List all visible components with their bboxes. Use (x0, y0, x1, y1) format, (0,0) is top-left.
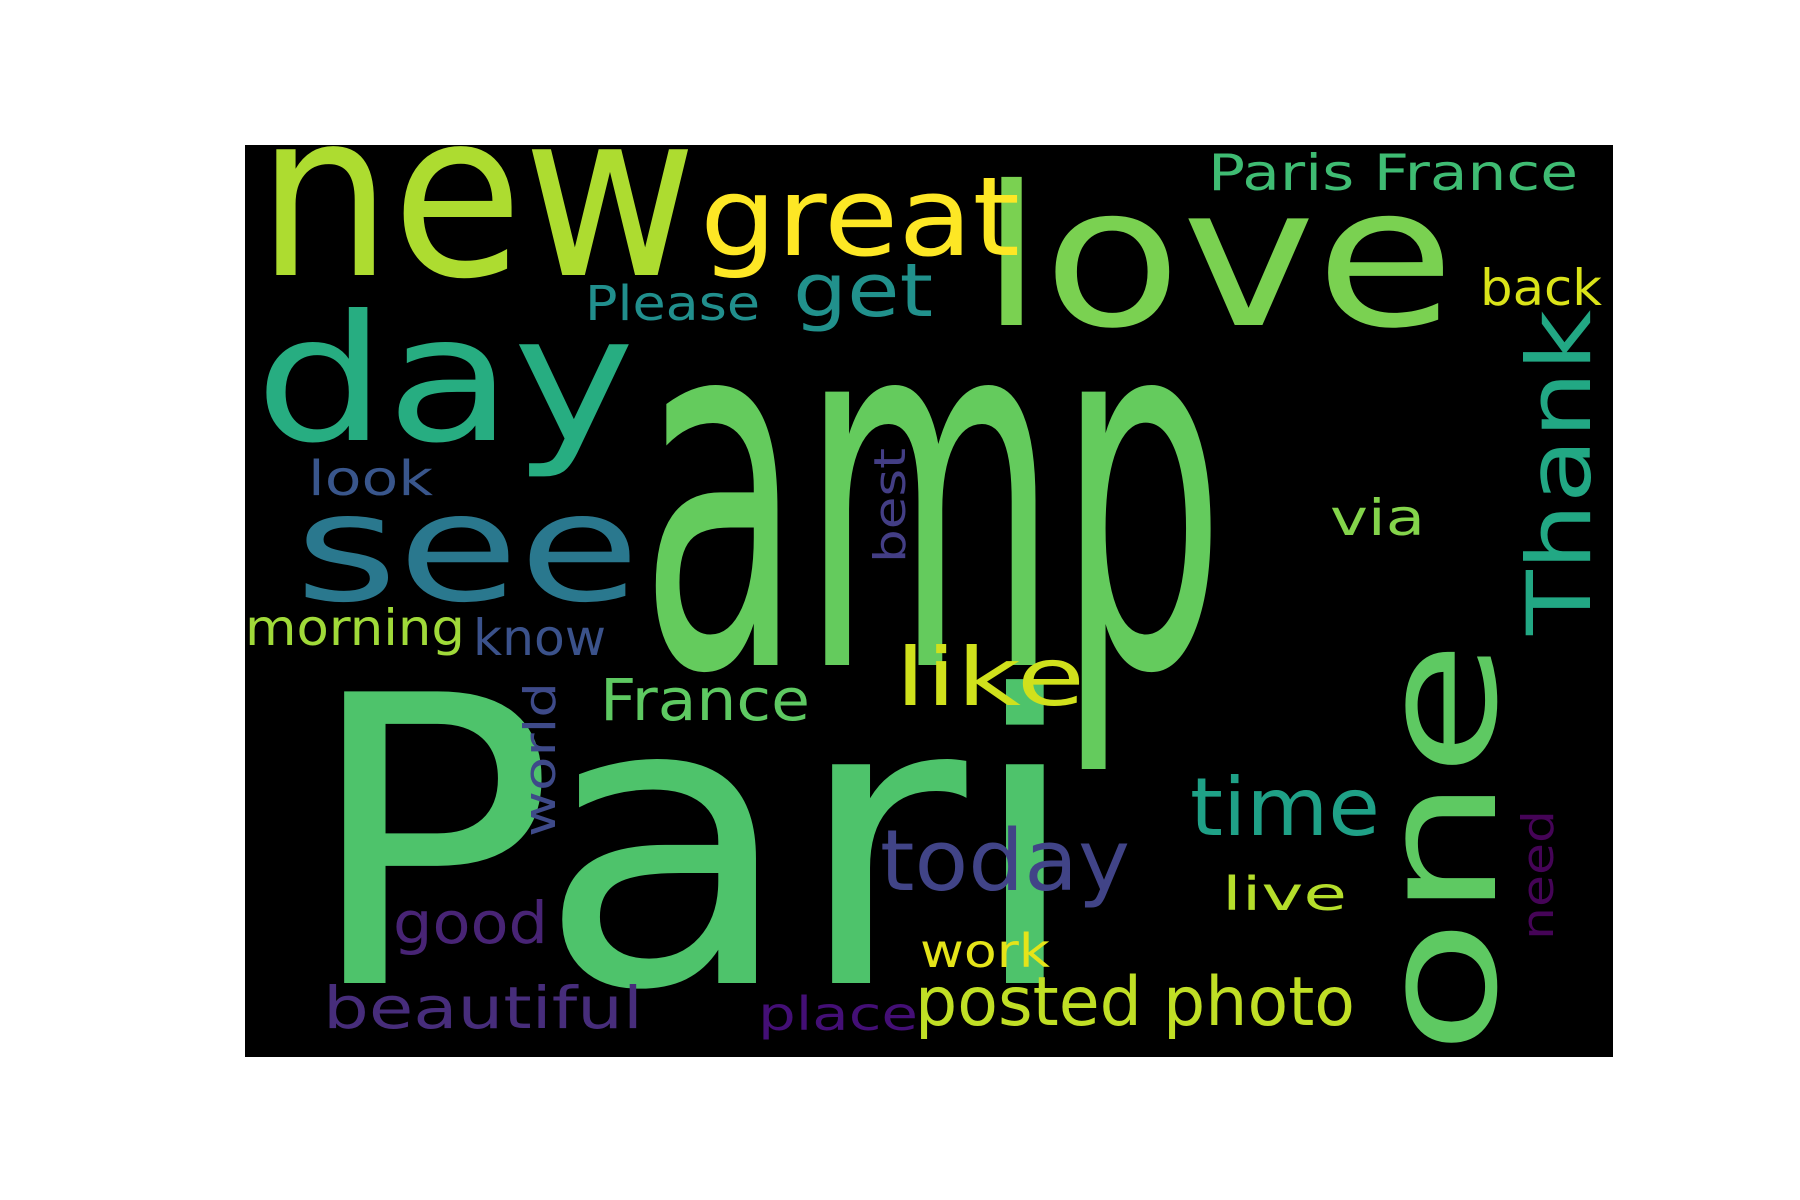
word-beautiful: beautiful (323, 974, 643, 1042)
word-france: France (600, 666, 810, 734)
word-live: live (1222, 867, 1347, 921)
word-get: get (793, 248, 933, 334)
word-look: look (308, 451, 433, 507)
word-one: one (1346, 640, 1533, 1055)
word-like: like (895, 631, 1085, 724)
word-work: work (920, 924, 1050, 978)
word-see: see (295, 462, 640, 636)
word-best: best (865, 448, 916, 563)
word-time: time (1190, 761, 1380, 854)
word-know: know (473, 609, 606, 667)
word-paris-france: Paris France (1208, 145, 1578, 202)
word-today: today (880, 812, 1130, 911)
word-cloud-panel: amp Pari new love day see great one Than… (245, 145, 1613, 1057)
word-pari: Pari (303, 613, 1083, 1057)
word-via: via (1330, 489, 1425, 547)
word-amp: amp (640, 201, 1225, 783)
word-need: need (1513, 810, 1564, 940)
word-thank: Thank (1508, 310, 1611, 636)
word-morning: morning (245, 599, 465, 657)
word-world: world (515, 682, 566, 837)
word-new: new (257, 145, 697, 330)
word-great: great (700, 153, 1020, 281)
word-cloud: amp Pari new love day see great one Than… (245, 145, 1611, 1057)
word-day: day (255, 279, 635, 482)
word-back: back (1480, 259, 1602, 317)
word-please: Please (585, 276, 760, 332)
word-love: love (980, 145, 1455, 371)
word-posted-photo: posted photo (915, 963, 1355, 1042)
word-place: place (758, 987, 918, 1041)
word-good: good (393, 889, 548, 957)
